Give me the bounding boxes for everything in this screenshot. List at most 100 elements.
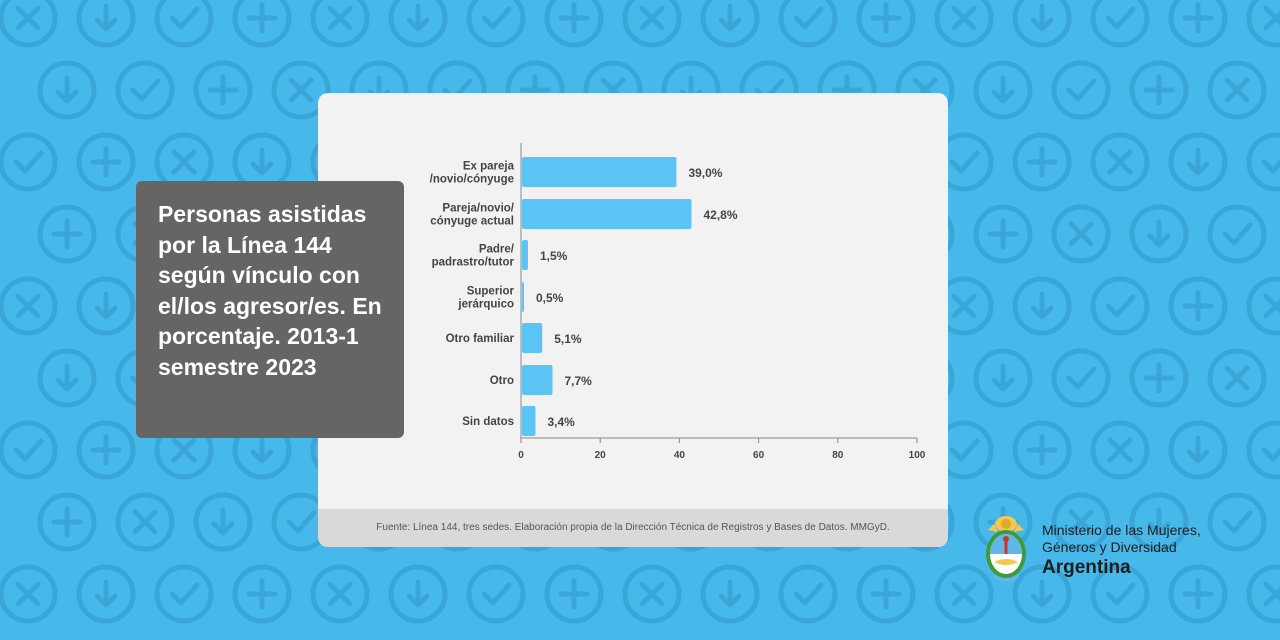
- plus-circle-icon: [76, 132, 136, 192]
- x-circle-icon: [0, 564, 58, 624]
- bar-value-label: 42,8%: [703, 208, 737, 222]
- x-tick-label: 80: [832, 450, 844, 461]
- check-circle-icon: [1051, 60, 1111, 120]
- coat-of-arms-icon: [986, 516, 1026, 582]
- down-circle-icon: [37, 348, 97, 408]
- bar: [522, 157, 677, 187]
- down-circle-icon: [76, 564, 136, 624]
- check-circle-icon: [0, 420, 58, 480]
- check-circle-icon: [1207, 492, 1267, 552]
- check-circle-icon: [1246, 420, 1280, 480]
- bar-value-label: 0,5%: [536, 291, 564, 305]
- x-circle-icon: [1051, 204, 1111, 264]
- bar: [522, 406, 536, 436]
- down-circle-icon: [973, 348, 1033, 408]
- x-circle-icon: [622, 564, 682, 624]
- bar-chart: 0 20 40 60 80 100 39,0% Ex pareja/novio/cónyuge…: [430, 143, 926, 461]
- x-circle-icon: [1246, 564, 1280, 624]
- down-circle-icon: [1012, 564, 1072, 624]
- x-circle-icon: [1051, 492, 1111, 552]
- check-circle-icon: [1090, 276, 1150, 336]
- bar: [522, 282, 524, 312]
- category-label: Sin datos: [462, 416, 514, 428]
- plus-circle-icon: [1168, 276, 1228, 336]
- x-tick-label: 60: [753, 450, 765, 461]
- plus-circle-icon: [37, 204, 97, 264]
- category-label: Otro familiar: [446, 333, 515, 345]
- down-circle-icon: [76, 276, 136, 336]
- down-circle-icon: [973, 60, 1033, 120]
- down-circle-icon: [76, 0, 136, 48]
- down-circle-icon: [388, 0, 448, 48]
- x-circle-icon: [1246, 0, 1280, 48]
- x-tick-label: 20: [595, 450, 607, 461]
- bar-value-label: 3,4%: [547, 415, 575, 429]
- plus-circle-icon: [856, 564, 916, 624]
- plus-circle-icon: [544, 564, 604, 624]
- bar: [522, 365, 553, 395]
- plus-circle-icon: [1012, 132, 1072, 192]
- check-circle-icon: [1090, 564, 1150, 624]
- x-circle-icon: [271, 60, 331, 120]
- check-circle-icon: [466, 0, 526, 48]
- check-circle-icon: [0, 132, 58, 192]
- check-circle-icon: [154, 564, 214, 624]
- category-label: Superior jerárquico: [457, 286, 514, 311]
- plus-circle-icon: [232, 564, 292, 624]
- plus-circle-icon: [1012, 420, 1072, 480]
- plus-circle-icon: [544, 0, 604, 48]
- check-circle-icon: [1090, 0, 1150, 48]
- check-circle-icon: [115, 60, 175, 120]
- down-circle-icon: [1012, 276, 1072, 336]
- bar: [522, 240, 528, 270]
- plus-circle-icon: [232, 0, 292, 48]
- chart-title: Personas asistidas por la Línea 144 segú…: [136, 181, 404, 438]
- x-circle-icon: [115, 492, 175, 552]
- bar-value-label: 5,1%: [554, 332, 582, 346]
- x-circle-icon: [934, 0, 994, 48]
- plus-circle-icon: [1168, 0, 1228, 48]
- x-circle-icon: [0, 0, 58, 48]
- x-tick-label: 40: [674, 450, 686, 461]
- down-circle-icon: [700, 0, 760, 48]
- chart-card: 0 20 40 60 80 100 39,0% Ex pareja/novio/cónyuge…: [318, 93, 948, 547]
- check-circle-icon: [778, 0, 838, 48]
- plus-circle-icon: [856, 0, 916, 48]
- x-circle-icon: [1246, 276, 1280, 336]
- source-note: Fuente: Línea 144, tres sedes. Elaboraci…: [318, 509, 948, 547]
- check-circle-icon: [1246, 132, 1280, 192]
- plus-circle-icon: [1129, 60, 1189, 120]
- down-circle-icon: [1129, 204, 1189, 264]
- plus-circle-icon: [37, 492, 97, 552]
- check-circle-icon: [466, 564, 526, 624]
- bar-value-label: 7,7%: [564, 374, 592, 388]
- x-circle-icon: [1207, 348, 1267, 408]
- down-circle-icon: [1168, 132, 1228, 192]
- category-label: Otro: [490, 375, 514, 387]
- category-label: Padre/padrastro/tutor: [432, 244, 515, 269]
- down-circle-icon: [37, 60, 97, 120]
- bar-value-label: 39,0%: [688, 166, 722, 180]
- check-circle-icon: [778, 564, 838, 624]
- x-circle-icon: [622, 0, 682, 48]
- x-circle-icon: [1207, 60, 1267, 120]
- country-name: Argentina: [1042, 557, 1131, 578]
- plus-circle-icon: [193, 60, 253, 120]
- x-circle-icon: [1090, 420, 1150, 480]
- down-circle-icon: [193, 492, 253, 552]
- category-label: Pareja/novio/cónyuge actual: [430, 203, 515, 228]
- x-circle-icon: [310, 0, 370, 48]
- ministry-name-line2: Géneros y Diversidad: [1042, 539, 1177, 555]
- x-tick-label: 100: [909, 450, 926, 461]
- x-circle-icon: [310, 564, 370, 624]
- down-circle-icon: [388, 564, 448, 624]
- x-circle-icon: [1090, 132, 1150, 192]
- x-tick-label: 0: [518, 450, 524, 461]
- category-label: Ex pareja/novio/cónyuge: [430, 161, 515, 186]
- bar-value-label: 1,5%: [540, 249, 568, 263]
- plus-circle-icon: [973, 204, 1033, 264]
- down-circle-icon: [1129, 492, 1189, 552]
- ministry-name-line1: Ministerio de las Mujeres,: [1042, 522, 1201, 538]
- plus-circle-icon: [1129, 348, 1189, 408]
- check-circle-icon: [1207, 204, 1267, 264]
